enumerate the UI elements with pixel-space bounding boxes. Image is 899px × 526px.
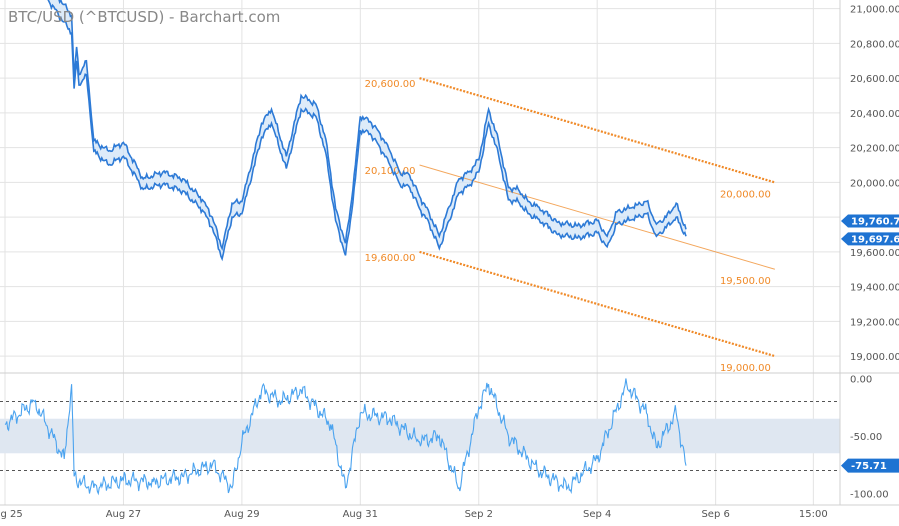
- time-tick-label: Sep 6: [701, 509, 729, 520]
- channel-lower-start-label: 19,600.00: [365, 253, 416, 264]
- price-tick-label: 21,000.00: [850, 5, 899, 16]
- channel-lower-end-label: 19,000.00: [720, 363, 771, 374]
- price-tick-label: 19,400.00: [850, 283, 899, 294]
- oscillator-value-badge-text: -75.71: [851, 461, 887, 472]
- time-tick-label: Aug 29: [224, 509, 259, 520]
- last-high-badge-shape: [841, 214, 899, 228]
- last-low-badge-text: 19,697.60: [851, 234, 899, 245]
- price-range-fill: [48, 0, 686, 259]
- price-tick-label: 20,200.00: [850, 144, 899, 155]
- channel-mid-start-label: 20,100.00: [365, 166, 416, 177]
- last-low-badge-shape: [841, 232, 899, 246]
- last-high-badge-text: 19,760.78: [851, 216, 899, 227]
- oscillator-value-badge-shape: [841, 458, 899, 473]
- chart-title: BTC/USD (^BTCUSD) - Barchart.com: [8, 8, 280, 26]
- oscillator-tick-label: -50.00: [850, 432, 882, 443]
- price-tick-label: 20,600.00: [850, 74, 899, 85]
- price-tick-label: 19,600.00: [850, 248, 899, 259]
- time-tick-label: Sep 2: [465, 509, 493, 520]
- last-low-badge: 19,697.60: [841, 232, 899, 246]
- price-tick-label: 20,800.00: [850, 39, 899, 50]
- price-low-line: [47, 0, 687, 262]
- oscillator-line: [4, 378, 687, 496]
- price-tick-label: 19,200.00: [850, 317, 899, 328]
- price-tick-label: 20,000.00: [850, 178, 899, 189]
- time-tick-label: 15:00: [799, 509, 828, 520]
- price-tick-label: 20,400.00: [850, 109, 899, 120]
- time-tick-label: Aug 25: [0, 509, 23, 520]
- oscillator-band: [0, 418, 840, 454]
- price-tick-label: 19,000.00: [850, 352, 899, 363]
- time-tick-label: Aug 27: [106, 509, 141, 520]
- oscillator-value-badge: -75.71: [841, 458, 899, 473]
- oscillator-tick-label: -100.00: [850, 490, 889, 501]
- time-tick-label: Sep 4: [583, 509, 611, 520]
- last-high-badge: 19,760.78: [841, 214, 899, 228]
- channel-upper-start-label: 20,600.00: [365, 79, 416, 90]
- channel-mid-end-label: 19,500.00: [720, 276, 771, 287]
- channel-upper-end-label: 20,000.00: [720, 189, 771, 200]
- oscillator-tick-label: 0.00: [850, 374, 872, 385]
- channel-mid-line: [419, 164, 775, 270]
- price-high-line: [58, 0, 687, 251]
- channel-lower-line: [419, 250, 776, 358]
- channel-upper-line: [419, 77, 776, 184]
- time-tick-label: Aug 31: [343, 509, 378, 520]
